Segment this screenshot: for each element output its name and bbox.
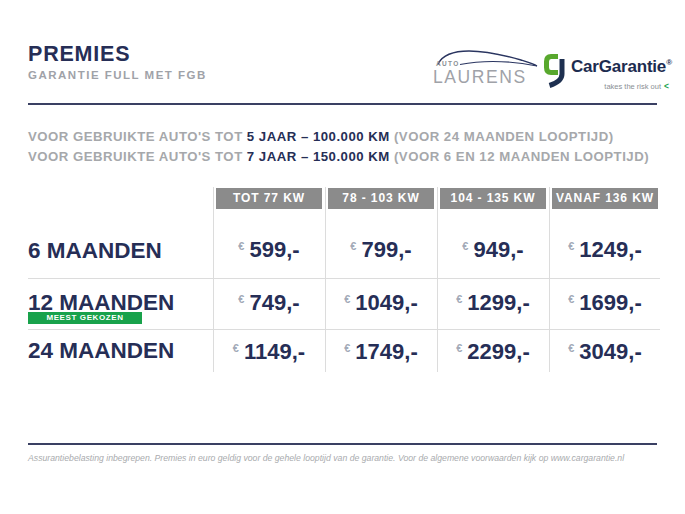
price-cell: €1049,- <box>325 290 437 316</box>
euro-sign: € <box>350 240 356 252</box>
footer-disclaimer: Assurantiebelasting inbegrepen. Premies … <box>28 453 624 463</box>
auto-laurens-logo: AUTO LAURENS <box>425 48 540 94</box>
auto-laurens-top-label: AUTO <box>436 60 460 67</box>
euro-sign: € <box>238 240 244 252</box>
table-horizontal-line <box>28 278 660 279</box>
chevron-left-icon: < <box>664 81 669 91</box>
column-header-104-135-kw: 104 - 135 KW <box>440 188 546 209</box>
row-label-24-maanden: 24 MAANDEN <box>28 338 174 364</box>
euro-sign: € <box>233 342 239 354</box>
cargarantie-logo: CarGarantie® takes the risk out< <box>542 52 672 94</box>
table-horizontal-line <box>28 329 660 330</box>
price-cell: €3049,- <box>549 339 661 365</box>
row-label-6-maanden: 6 MAANDEN <box>28 238 162 264</box>
euro-sign: € <box>568 342 574 354</box>
euro-sign: € <box>568 293 574 305</box>
column-header-vanaf-136-kw: VANAF 136 KW <box>552 188 658 209</box>
header-divider <box>28 103 657 105</box>
price-cell: €1149,- <box>213 339 325 365</box>
page-subtitle: GARANTIE FULL MET FGB <box>28 69 207 81</box>
euro-sign: € <box>568 240 574 252</box>
meest-gekozen-badge: MEEST GEKOZEN <box>28 312 142 324</box>
euro-sign: € <box>344 342 350 354</box>
price-cell: €2299,- <box>437 339 549 365</box>
column-header-78-103-kw: 78 - 103 KW <box>328 188 434 209</box>
condition-line-1: VOOR GEBRUIKTE AUTO'S TOT 5 JAAR – 100.0… <box>28 129 614 144</box>
cargarantie-tagline: takes the risk out< <box>604 81 669 91</box>
price-cell: €1249,- <box>549 237 661 263</box>
euro-sign: € <box>456 342 462 354</box>
price-cell: €1749,- <box>325 339 437 365</box>
price-cell: €1699,- <box>549 290 661 316</box>
price-cell: €949,- <box>437 237 549 263</box>
price-cell: €749,- <box>213 290 325 316</box>
cargarantie-icon <box>542 52 566 90</box>
euro-sign: € <box>238 293 244 305</box>
euro-sign: € <box>462 240 468 252</box>
auto-laurens-name: LAURENS <box>433 67 527 88</box>
condition-line-2: VOOR GEBRUIKTE AUTO'S TOT 7 JAAR – 150.0… <box>28 149 649 164</box>
euro-sign: € <box>456 293 462 305</box>
euro-sign: € <box>344 293 350 305</box>
premies-price-sheet: PREMIES GARANTIE FULL MET FGB AUTO LAURE… <box>0 0 685 514</box>
page-title: PREMIES <box>28 42 130 67</box>
price-cell: €1299,- <box>437 290 549 316</box>
cargarantie-name: CarGarantie® <box>571 57 672 77</box>
footer-divider <box>28 443 657 445</box>
price-cell: €799,- <box>325 237 437 263</box>
column-header-tot-77-kw: TOT 77 KW <box>216 188 322 209</box>
price-cell: €599,- <box>213 237 325 263</box>
